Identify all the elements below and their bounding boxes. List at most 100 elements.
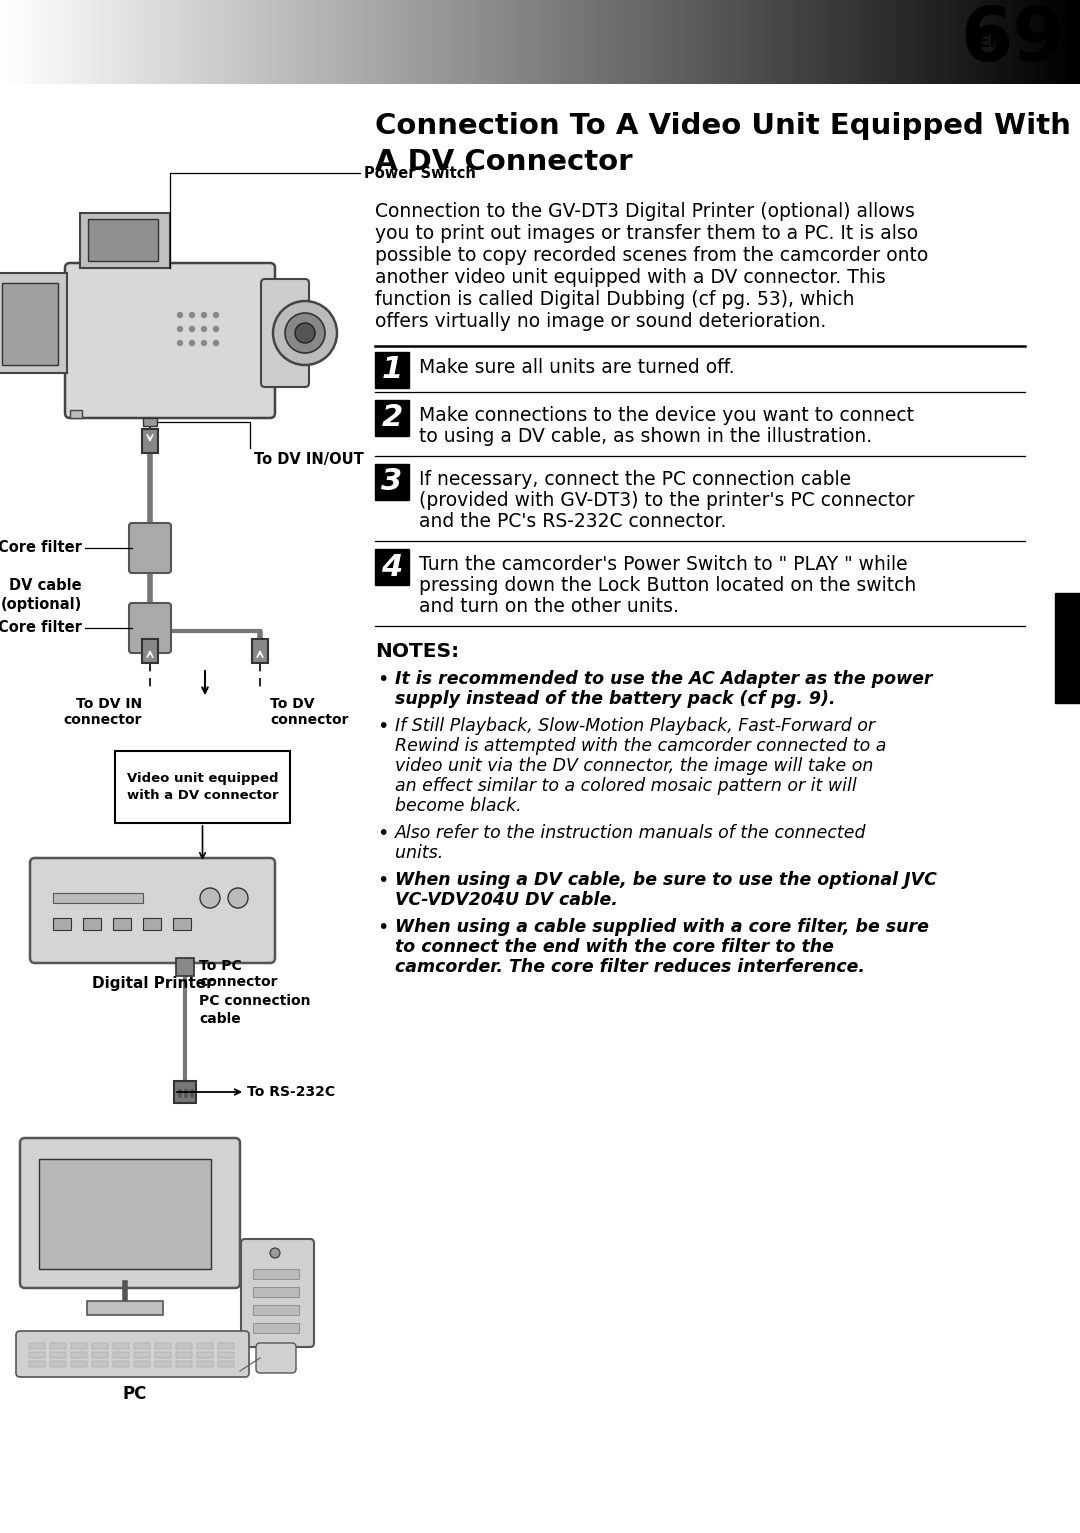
Text: 4: 4 <box>381 552 403 581</box>
Text: To PC: To PC <box>199 960 242 973</box>
Text: To RS-232C: To RS-232C <box>247 1085 335 1099</box>
Text: and turn on the other units.: and turn on the other units. <box>419 596 679 616</box>
Circle shape <box>295 323 315 343</box>
Bar <box>39 1159 211 1269</box>
FancyBboxPatch shape <box>21 1137 240 1288</box>
Circle shape <box>214 313 218 317</box>
Text: (optional): (optional) <box>1 596 82 612</box>
Bar <box>184 1088 187 1098</box>
Bar <box>87 219 158 261</box>
Circle shape <box>285 313 325 353</box>
Text: video unit via the DV connector, the image will take on: video unit via the DV connector, the ima… <box>395 757 874 776</box>
Text: When using a DV cable, be sure to use the optional JVC: When using a DV cable, be sure to use th… <box>395 871 936 889</box>
Text: units.: units. <box>395 845 443 862</box>
Text: possible to copy recorded scenes from the camcorder onto: possible to copy recorded scenes from th… <box>375 245 928 265</box>
Text: Core filter: Core filter <box>0 541 82 555</box>
Circle shape <box>200 888 220 908</box>
Circle shape <box>177 340 183 345</box>
Text: pressing down the Lock Button located on the switch: pressing down the Lock Button located on… <box>419 576 916 595</box>
Text: VC-VDV204U DV cable.: VC-VDV204U DV cable. <box>395 891 618 909</box>
Bar <box>71 1361 87 1367</box>
Bar <box>176 1361 192 1367</box>
FancyBboxPatch shape <box>16 1331 249 1377</box>
Circle shape <box>270 1248 280 1259</box>
Text: Digital Printer: Digital Printer <box>92 977 214 990</box>
Bar <box>156 1352 171 1358</box>
Bar <box>113 918 131 931</box>
Bar <box>173 918 191 931</box>
Bar <box>253 1323 299 1334</box>
Bar <box>143 419 157 426</box>
Text: •: • <box>377 918 389 937</box>
Bar <box>83 918 102 931</box>
Bar <box>178 1088 181 1098</box>
Bar <box>80 213 170 268</box>
Bar <box>197 1361 213 1367</box>
Text: If Still Playback, Slow-Motion Playback, Fast-Forward or: If Still Playback, Slow-Motion Playback,… <box>395 717 875 734</box>
Bar <box>375 400 409 435</box>
Bar <box>253 1288 299 1297</box>
Bar <box>190 1088 193 1098</box>
Text: connector: connector <box>64 713 141 727</box>
Text: offers virtually no image or sound deterioration.: offers virtually no image or sound deter… <box>375 313 826 331</box>
FancyBboxPatch shape <box>129 523 171 573</box>
Bar <box>87 1302 163 1315</box>
Bar <box>176 1352 192 1358</box>
Circle shape <box>189 340 194 345</box>
Bar <box>71 1352 87 1358</box>
Text: connector: connector <box>270 713 349 727</box>
Text: It is recommended to use the AC Adapter as the power: It is recommended to use the AC Adapter … <box>395 670 932 688</box>
Bar <box>252 639 268 662</box>
Bar <box>218 1343 234 1349</box>
Bar <box>1055 593 1080 704</box>
Text: supply instead of the battery pack (cf pg. 9).: supply instead of the battery pack (cf p… <box>395 690 836 708</box>
Text: To DV IN: To DV IN <box>76 698 141 711</box>
Bar <box>53 918 71 931</box>
Bar <box>134 1343 150 1349</box>
Text: an effect similar to a colored mosaic pattern or it will: an effect similar to a colored mosaic pa… <box>395 777 856 796</box>
Text: •: • <box>377 717 389 736</box>
Bar <box>141 639 158 662</box>
Text: Connection to the GV-DT3 Digital Printer (optional) allows: Connection to the GV-DT3 Digital Printer… <box>375 202 915 221</box>
Bar <box>92 1361 108 1367</box>
Text: you to print out images or transfer them to a PC. It is also: you to print out images or transfer them… <box>375 224 918 244</box>
Text: When using a cable supplied with a core filter, be sure: When using a cable supplied with a core … <box>395 918 929 937</box>
Bar <box>218 1361 234 1367</box>
Text: 3: 3 <box>381 468 403 497</box>
Bar <box>92 1352 108 1358</box>
Text: •: • <box>377 825 389 843</box>
Text: •: • <box>377 670 389 688</box>
Text: DV cable: DV cable <box>10 578 82 593</box>
Text: Make sure all units are turned off.: Make sure all units are turned off. <box>419 359 734 377</box>
Circle shape <box>202 313 206 317</box>
Bar <box>143 918 161 931</box>
Text: camcorder. The core filter reduces interference.: camcorder. The core filter reduces inter… <box>395 958 865 977</box>
Circle shape <box>177 313 183 317</box>
Bar <box>134 1352 150 1358</box>
Bar <box>113 1361 129 1367</box>
Bar <box>174 1081 195 1104</box>
Bar <box>176 1343 192 1349</box>
Bar <box>375 549 409 586</box>
Text: Video unit equipped
with a DV connector: Video unit equipped with a DV connector <box>126 773 279 802</box>
Text: •: • <box>377 871 389 891</box>
Bar <box>253 1269 299 1279</box>
Bar <box>71 1343 87 1349</box>
FancyBboxPatch shape <box>256 1343 296 1374</box>
Bar <box>156 1361 171 1367</box>
Bar <box>29 1352 45 1358</box>
Text: 1: 1 <box>381 356 403 385</box>
Text: Core filter: Core filter <box>0 621 82 636</box>
Bar <box>114 751 291 823</box>
Text: become black.: become black. <box>395 797 522 816</box>
Bar <box>113 1352 129 1358</box>
Text: function is called Digital Dubbing (cf pg. 53), which: function is called Digital Dubbing (cf p… <box>375 290 854 310</box>
Text: connector: connector <box>199 975 278 989</box>
Text: PC: PC <box>123 1384 147 1403</box>
Bar <box>141 429 158 452</box>
Circle shape <box>177 327 183 331</box>
Bar <box>375 353 409 388</box>
Bar <box>0 273 67 373</box>
Bar <box>176 958 194 977</box>
Bar <box>29 1361 45 1367</box>
